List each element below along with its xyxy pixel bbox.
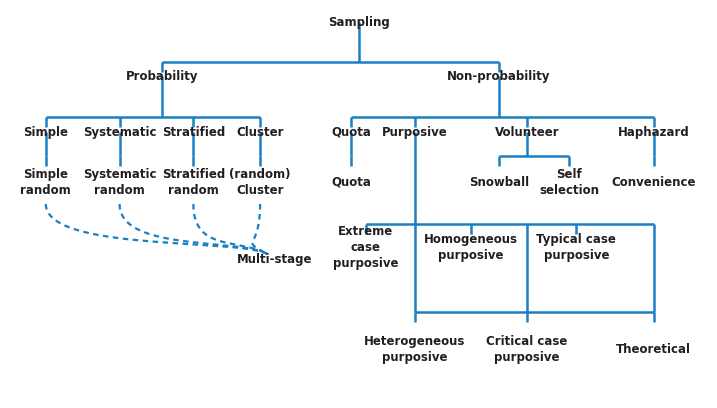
Text: Snowball: Snowball — [469, 175, 529, 188]
Text: Volunteer: Volunteer — [495, 126, 559, 139]
Text: Multi-stage: Multi-stage — [237, 253, 312, 266]
Text: Quota: Quota — [331, 126, 371, 139]
Text: Sampling: Sampling — [328, 16, 389, 29]
Text: Haphazard: Haphazard — [618, 126, 690, 139]
Text: Cluster: Cluster — [237, 126, 284, 139]
Text: Stratified
random: Stratified random — [162, 168, 225, 197]
Text: Stratified: Stratified — [162, 126, 225, 139]
Text: Simple: Simple — [24, 126, 68, 139]
Text: Systematic: Systematic — [83, 126, 156, 139]
Text: Probability: Probability — [125, 69, 198, 82]
Text: Self
selection: Self selection — [539, 168, 599, 197]
Text: Non-probability: Non-probability — [447, 69, 551, 82]
Text: Purposive: Purposive — [382, 126, 447, 139]
Text: (random)
Cluster: (random) Cluster — [229, 168, 291, 197]
Text: Extreme
case
purposive: Extreme case purposive — [333, 226, 398, 271]
Text: Typical case
purposive: Typical case purposive — [536, 233, 617, 262]
Text: Theoretical: Theoretical — [616, 344, 691, 357]
Text: Homogeneous
purposive: Homogeneous purposive — [424, 233, 518, 262]
Text: Quota: Quota — [331, 175, 371, 188]
Text: Systematic
random: Systematic random — [83, 168, 156, 197]
Text: Critical case
purposive: Critical case purposive — [486, 335, 568, 364]
Text: Simple
random: Simple random — [21, 168, 71, 197]
Text: Heterogeneous
purposive: Heterogeneous purposive — [364, 335, 465, 364]
Text: Convenience: Convenience — [612, 175, 696, 188]
